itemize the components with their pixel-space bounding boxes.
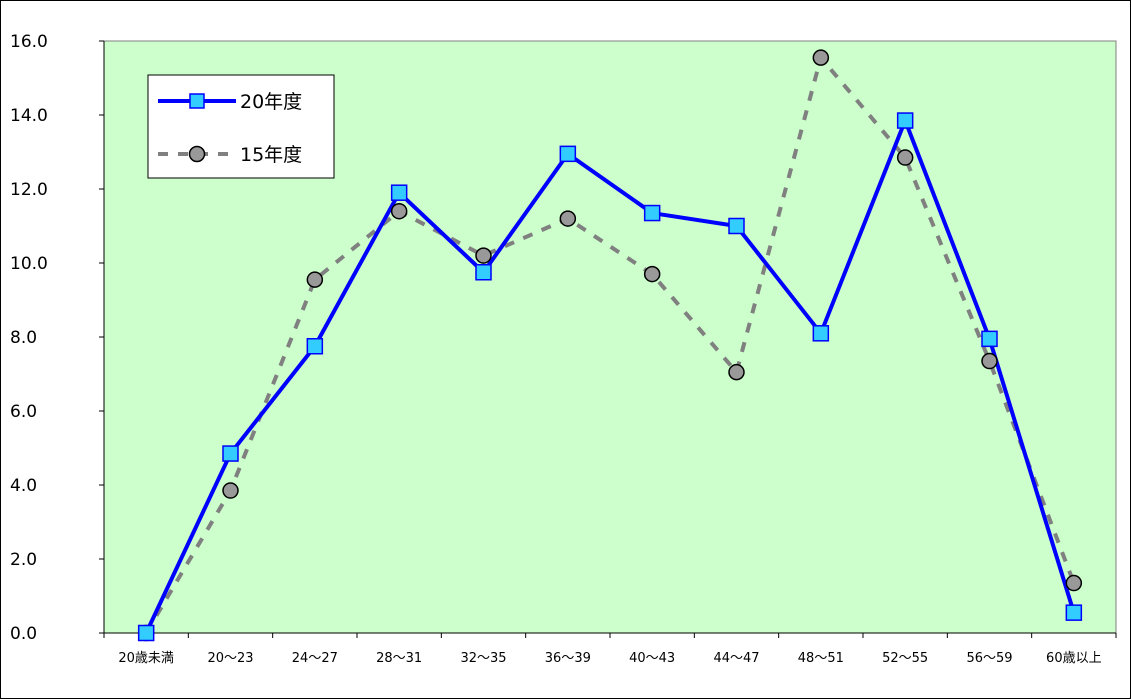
legend-box xyxy=(147,74,335,179)
data-point-square xyxy=(559,145,577,163)
y-tick-label: 0.0 xyxy=(10,624,37,644)
x-tick-label: 32～35 xyxy=(460,651,506,666)
legend-label-20: 20年度 xyxy=(240,91,302,113)
data-point-square xyxy=(812,325,830,342)
series-line-0 xyxy=(144,118,1076,634)
data-point-square xyxy=(390,184,408,201)
x-tick-label: 20歳未満 xyxy=(118,651,174,666)
x-tick-label: 28～31 xyxy=(376,651,422,666)
data-point-square xyxy=(306,338,324,355)
x-tick-label: 24～27 xyxy=(292,651,338,666)
data-point-square xyxy=(981,330,998,348)
x-tick-label: 56～59 xyxy=(966,651,1012,666)
data-point-square xyxy=(137,624,155,642)
x-tick-label: 36～39 xyxy=(545,651,591,666)
y-tick-label: 2.0 xyxy=(10,550,37,570)
data-point-circle xyxy=(390,202,408,220)
data-point-square xyxy=(643,204,661,222)
data-point-square xyxy=(896,112,914,129)
legend-label-15: 15年度 xyxy=(240,144,302,166)
data-point-circle xyxy=(306,271,324,288)
y-axis: 0.0 2.0 4.0 6.0 8.0 10.0 12.0 14.0 16.0 xyxy=(10,32,105,644)
data-point-square xyxy=(475,264,492,281)
x-tick-label: 44～47 xyxy=(713,651,759,666)
y-tick-label: 12.0 xyxy=(10,180,48,200)
data-point-square xyxy=(1065,604,1083,621)
data-point-circle xyxy=(896,149,914,166)
x-tick-label: 48～51 xyxy=(798,651,844,666)
y-tick-label: 14.0 xyxy=(10,106,48,126)
data-point-circle xyxy=(643,265,661,283)
x-tick-label: 40～43 xyxy=(629,651,675,666)
x-tick-label: 20～23 xyxy=(207,651,253,666)
legend-marker-15 xyxy=(188,145,206,163)
data-point-square xyxy=(222,445,239,462)
data-point-circle xyxy=(475,247,492,264)
data-point-square xyxy=(728,217,745,235)
x-tick-label: 60歳以上 xyxy=(1046,651,1102,666)
x-axis: 20歳未満 20～23 24～27 28～31 32～35 36～39 40～43 44～47… xyxy=(103,632,1117,666)
legend-marker-20 xyxy=(189,93,205,109)
y-tick-label: 8.0 xyxy=(10,328,37,348)
y-tick-label: 4.0 xyxy=(10,476,37,496)
data-point-circle xyxy=(812,49,830,66)
data-point-circle xyxy=(981,352,998,370)
legend: 20年度 15年度 xyxy=(147,74,335,179)
data-point-circle xyxy=(1065,574,1083,592)
data-point-circle xyxy=(222,482,239,499)
data-point-circle xyxy=(728,363,745,381)
series-layer xyxy=(137,49,1083,642)
y-tick-label: 6.0 xyxy=(10,402,37,422)
y-tick-label: 10.0 xyxy=(10,254,48,274)
data-point-circle xyxy=(559,210,577,227)
y-tick-label: 16.0 xyxy=(10,32,48,52)
x-tick-label: 52～55 xyxy=(882,651,928,666)
